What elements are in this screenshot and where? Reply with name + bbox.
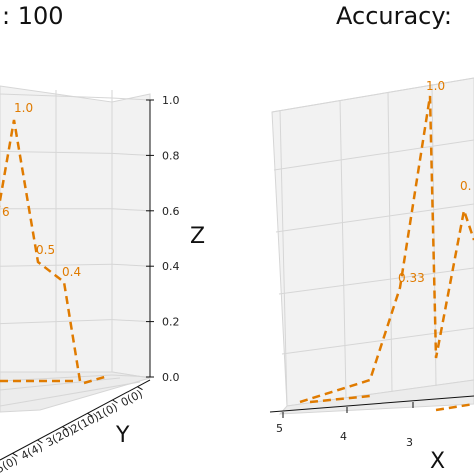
right-data-label: 0.33 (398, 271, 425, 285)
left-gridline-floor (0, 377, 121, 391)
left-z-tick-label: 0.6 (162, 205, 180, 218)
right-x-tick-label: 4 (340, 430, 347, 443)
left-y-tick-mark (12, 452, 18, 457)
left-y-axis (0, 379, 151, 461)
right-back-pane (271, 77, 474, 407)
right-series-floor2 (435, 402, 474, 412)
left-series-line (0, 119, 82, 382)
right-data-label: 0. (460, 179, 471, 193)
left-z-tick-label: 0.2 (162, 316, 180, 329)
left-gridline-side (111, 208, 151, 212)
left-z-tick-label: 1.0 (162, 94, 180, 107)
left-data-label: 0.5 (36, 243, 55, 257)
left-z-axis-label: Z (190, 224, 205, 249)
left-chart: 0.00.20.40.60.81.0 Z 0(0)1(0)2(10)3(20)4… (0, 85, 205, 474)
right-chart: 5 4 3 X 0.33 1.0 0. (269, 77, 474, 474)
left-data-label: 1.0 (14, 101, 33, 115)
right-gridline-h (271, 77, 474, 113)
left-gridline-side (111, 374, 151, 378)
left-y-tick-mark (87, 412, 93, 417)
left-side-pane (111, 93, 151, 379)
right-gridline-v (387, 91, 393, 393)
left-z-tick-label: 0.0 (162, 371, 180, 384)
right-data-label: 1.0 (426, 79, 445, 93)
left-y-tick-label: 4(4) (19, 441, 45, 463)
right-gridline-h (273, 139, 474, 171)
left-y-tick-mark (112, 399, 118, 404)
right-x-ticks: 5 4 3 (276, 402, 414, 449)
left-y-tick-mark (137, 386, 143, 391)
right-series-line (299, 95, 474, 404)
right-x-tick-label: 5 (276, 422, 283, 435)
left-gridline-side (111, 97, 151, 101)
left-z-ticks: 0.0 0.2 0.4 0.6 0.8 1.0 (146, 94, 180, 384)
left-y-axis-label: Y (115, 423, 130, 448)
left-gridline-side (111, 152, 151, 156)
right-gridline-h (275, 203, 474, 233)
left-z-tick-label: 0.8 (162, 149, 180, 162)
left-y-tick-mark (62, 426, 68, 431)
left-y-tick-label: 0(0) (119, 387, 145, 409)
left-z-tick-label: 0.4 (162, 260, 180, 273)
left-chart-title: : 100 (2, 2, 64, 30)
left-floor-pane (0, 371, 151, 413)
right-x-axis-label: X (430, 449, 445, 474)
left-y-tick-mark (37, 439, 43, 444)
right-gridline-v (339, 99, 347, 399)
left-gridline-floor (0, 381, 141, 407)
right-x-axis (269, 395, 474, 413)
left-y-tick-label: 5(0) (0, 454, 20, 474)
left-series-floor (83, 374, 109, 385)
left-data-label: 0.4 (62, 265, 81, 279)
right-gridline-v (279, 109, 288, 407)
right-series: 0.33 1.0 0. (299, 79, 474, 412)
right-gridline-h (278, 267, 474, 295)
left-series: 0.4 0.5 1.0 6 (0, 101, 109, 385)
right-x-tick-label: 3 (406, 436, 413, 449)
left-data-label: 6 (2, 205, 10, 219)
right-series-floor (309, 394, 371, 404)
left-gridlines (0, 90, 151, 407)
left-gridline-side (111, 319, 151, 323)
right-chart-title: Accuracy: (336, 2, 452, 30)
left-gridline-side (111, 263, 151, 267)
